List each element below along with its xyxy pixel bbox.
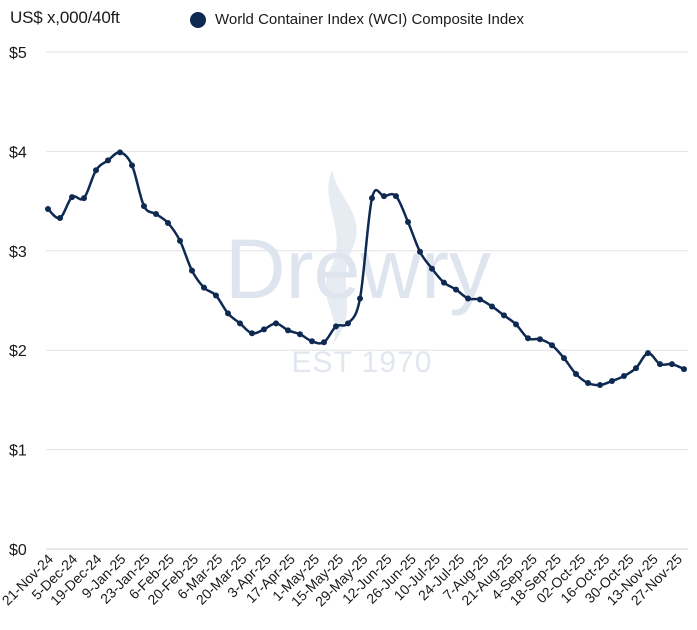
- data-point: [69, 194, 75, 201]
- data-point: [681, 366, 687, 373]
- data-point: [201, 284, 207, 291]
- data-point: [297, 331, 303, 338]
- data-point: [249, 330, 255, 337]
- legend-label: World Container Index (WCI) Composite In…: [215, 11, 525, 28]
- data-point: [537, 336, 543, 343]
- data-point: [45, 206, 51, 213]
- y-tick-label: $1: [9, 443, 27, 460]
- data-point: [81, 195, 87, 202]
- data-point: [273, 320, 279, 327]
- data-point: [513, 321, 519, 328]
- data-point: [225, 310, 231, 317]
- data-point: [357, 295, 363, 302]
- watermark: Drewry EST 1970: [225, 170, 491, 379]
- data-point: [93, 167, 99, 174]
- data-point: [369, 195, 375, 202]
- data-point: [441, 279, 447, 286]
- grid-lines: [46, 51, 688, 550]
- data-point: [117, 149, 123, 156]
- data-point: [393, 193, 399, 200]
- data-point: [429, 265, 435, 272]
- data-point: [177, 237, 183, 244]
- data-point: [333, 323, 339, 330]
- y-tick-label: $3: [9, 244, 27, 261]
- legend-marker: [190, 11, 206, 28]
- watermark-flame-icon: [325, 170, 357, 345]
- data-point: [561, 355, 567, 362]
- data-point: [141, 203, 147, 210]
- watermark-text: Drewry: [225, 222, 491, 316]
- series-wci: [45, 149, 687, 388]
- data-point: [321, 339, 327, 346]
- x-axis: 21-Nov-245-Dec-2419-Dec-249-Jan-2523-Jan…: [0, 551, 685, 610]
- data-point: [165, 219, 171, 226]
- data-point: [465, 295, 471, 302]
- data-point: [213, 292, 219, 299]
- y-tick-label: $4: [9, 144, 27, 161]
- data-point: [309, 338, 315, 345]
- data-point: [405, 218, 411, 225]
- data-point: [585, 380, 591, 387]
- data-point: [633, 365, 639, 372]
- y-axis: $0 $1 $2 $3 $4 $5: [9, 45, 27, 559]
- data-point: [417, 248, 423, 255]
- y-tick-label: $0: [9, 542, 27, 559]
- data-point: [129, 162, 135, 169]
- data-point: [477, 296, 483, 303]
- data-point: [57, 214, 63, 221]
- legend: World Container Index (WCI) Composite In…: [190, 11, 524, 28]
- data-point: [609, 378, 615, 385]
- data-point: [453, 286, 459, 293]
- data-point: [381, 193, 387, 200]
- data-point: [501, 312, 507, 319]
- data-point: [645, 350, 651, 357]
- data-point: [657, 361, 663, 368]
- data-point: [525, 335, 531, 342]
- y-axis-title: US$ x,000/40ft: [10, 8, 120, 27]
- data-point: [573, 371, 579, 378]
- data-point: [285, 327, 291, 334]
- data-point: [621, 373, 627, 380]
- data-point: [261, 326, 267, 333]
- data-point: [549, 342, 555, 349]
- watermark-subtext: EST 1970: [292, 346, 433, 379]
- data-point: [189, 267, 195, 274]
- data-point: [153, 211, 159, 218]
- data-point: [489, 303, 495, 310]
- data-point: [345, 320, 351, 327]
- y-tick-label: $5: [9, 45, 27, 62]
- data-point: [597, 381, 603, 388]
- y-tick-label: $2: [9, 343, 27, 360]
- data-point: [669, 361, 675, 368]
- data-point: [237, 320, 243, 327]
- data-point: [105, 157, 111, 164]
